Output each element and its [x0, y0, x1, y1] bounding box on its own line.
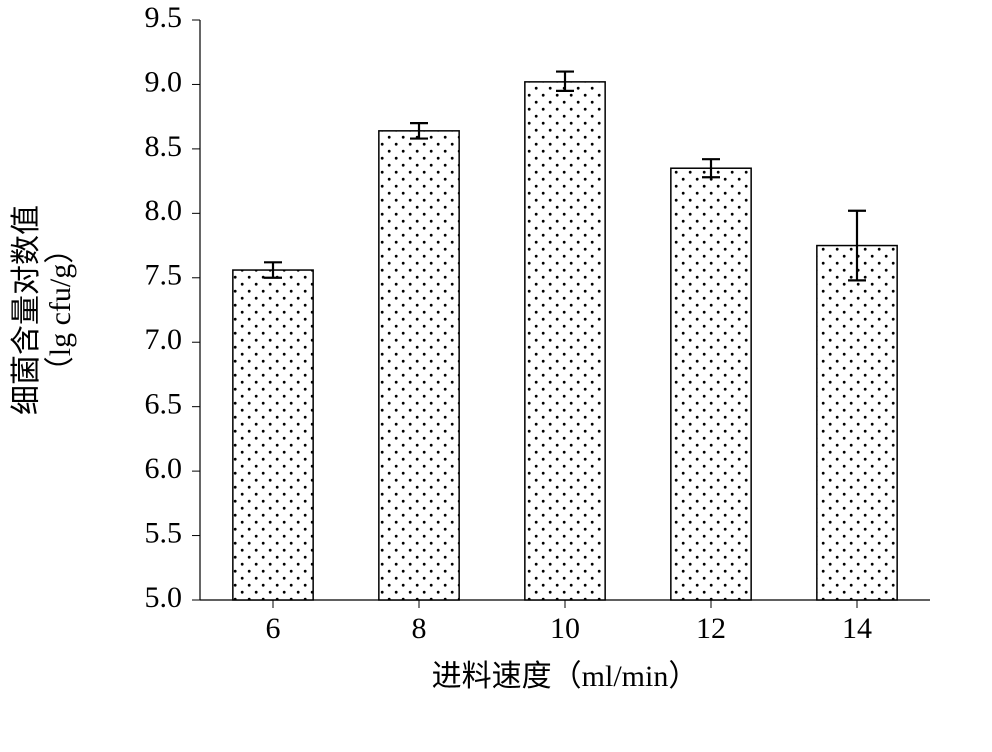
x-tick-label: 6	[266, 612, 281, 645]
y-axis-label-line2: （lg cfu/g）	[44, 234, 77, 386]
y-tick-label: 6.5	[145, 388, 183, 421]
bar	[671, 168, 751, 600]
y-tick-label: 8.0	[145, 194, 183, 227]
bar-chart: 5.0 5.5 6.0 6.5 7.0 7.5 8.0 8.5 9.0 9.5 细菌含量对数值（lg…	[0, 0, 992, 752]
y-tick-label: 7.0	[145, 323, 183, 356]
x-axis-label: 进料速度（ml/min）	[432, 660, 699, 693]
bar	[233, 270, 313, 600]
y-tick-label: 5.5	[145, 516, 183, 549]
bar	[817, 246, 897, 600]
y-tick-label: 9.0	[145, 65, 183, 98]
y-tick-label: 8.5	[145, 130, 183, 163]
y-tick-label: 9.5	[145, 1, 183, 34]
x-tick-label: 8	[412, 612, 427, 645]
y-tick-label: 5.0	[145, 581, 183, 614]
y-tick-label: 7.5	[145, 259, 183, 292]
x-tick-label: 12	[696, 612, 726, 645]
x-tick-label: 14	[842, 612, 872, 645]
y-tick-label: 6.0	[145, 452, 183, 485]
bar	[379, 131, 459, 600]
x-tick-label: 10	[550, 612, 580, 645]
bar	[525, 82, 605, 600]
y-axis-label-line1: 细菌含量对数值	[10, 205, 43, 415]
